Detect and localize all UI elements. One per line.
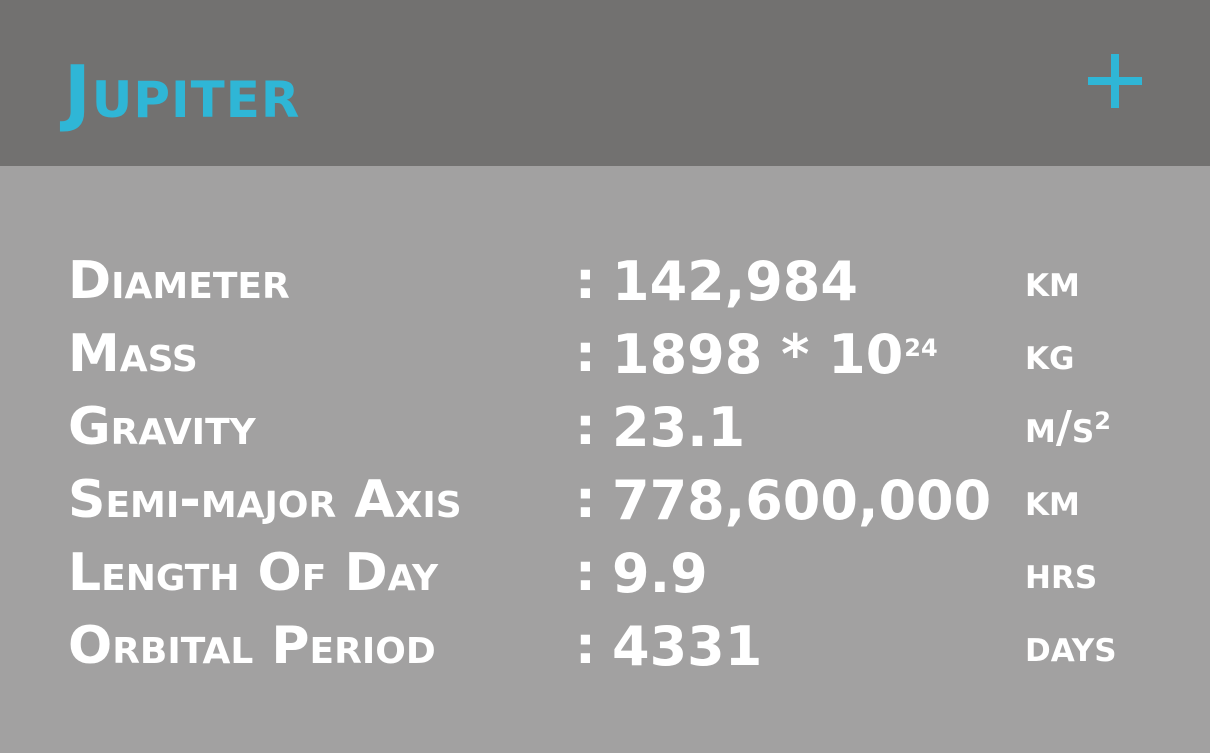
expand-button[interactable]	[1088, 54, 1142, 108]
stat-value: 23.1	[612, 396, 746, 459]
stat-value: 1898 * 1024	[612, 323, 938, 386]
stat-separator: :	[575, 616, 596, 676]
stat-separator: :	[575, 251, 596, 311]
stat-label: Gravity	[68, 397, 256, 457]
stat-label: Orbital Period	[68, 616, 436, 676]
stat-separator: :	[575, 470, 596, 530]
stat-separator: :	[575, 543, 596, 603]
stat-separator: :	[575, 324, 596, 384]
stat-row-mass: Mass : 1898 * 1024 kg	[0, 318, 1210, 391]
stat-separator: :	[575, 397, 596, 457]
stat-unit: m/s2	[1025, 402, 1111, 453]
stat-row-diameter: Diameter : 142,984 km	[0, 245, 1210, 318]
stat-value: 4331	[612, 615, 763, 678]
stat-row-gravity: Gravity : 23.1 m/s2	[0, 391, 1210, 464]
stats-list: Diameter : 142,984 km Mass : 1898 * 1024…	[0, 245, 1210, 683]
stat-value: 142,984	[612, 250, 858, 313]
stat-unit: days	[1025, 621, 1117, 672]
stat-row-length-of-day: Length Of Day : 9.9 hrs	[0, 537, 1210, 610]
stat-label: Diameter	[68, 251, 290, 311]
card-header: Jupiter	[0, 0, 1210, 166]
stat-label: Semi-major Axis	[68, 470, 462, 530]
stat-unit: km	[1025, 256, 1080, 307]
stat-label: Length Of Day	[68, 543, 439, 603]
stat-row-semi-major-axis: Semi-major Axis : 778,600,000 km	[0, 464, 1210, 537]
stat-value-exponent: 24	[904, 334, 938, 362]
stat-unit-exponent: 2	[1094, 407, 1111, 435]
stat-unit: kg	[1025, 329, 1075, 380]
stat-label: Mass	[68, 324, 198, 384]
stat-unit: km	[1025, 475, 1080, 526]
stat-unit: hrs	[1025, 548, 1098, 599]
planet-title: Jupiter	[64, 50, 301, 134]
stat-row-orbital-period: Orbital Period : 4331 days	[0, 610, 1210, 683]
stat-value: 9.9	[612, 542, 708, 605]
stat-value: 778,600,000	[612, 469, 992, 532]
